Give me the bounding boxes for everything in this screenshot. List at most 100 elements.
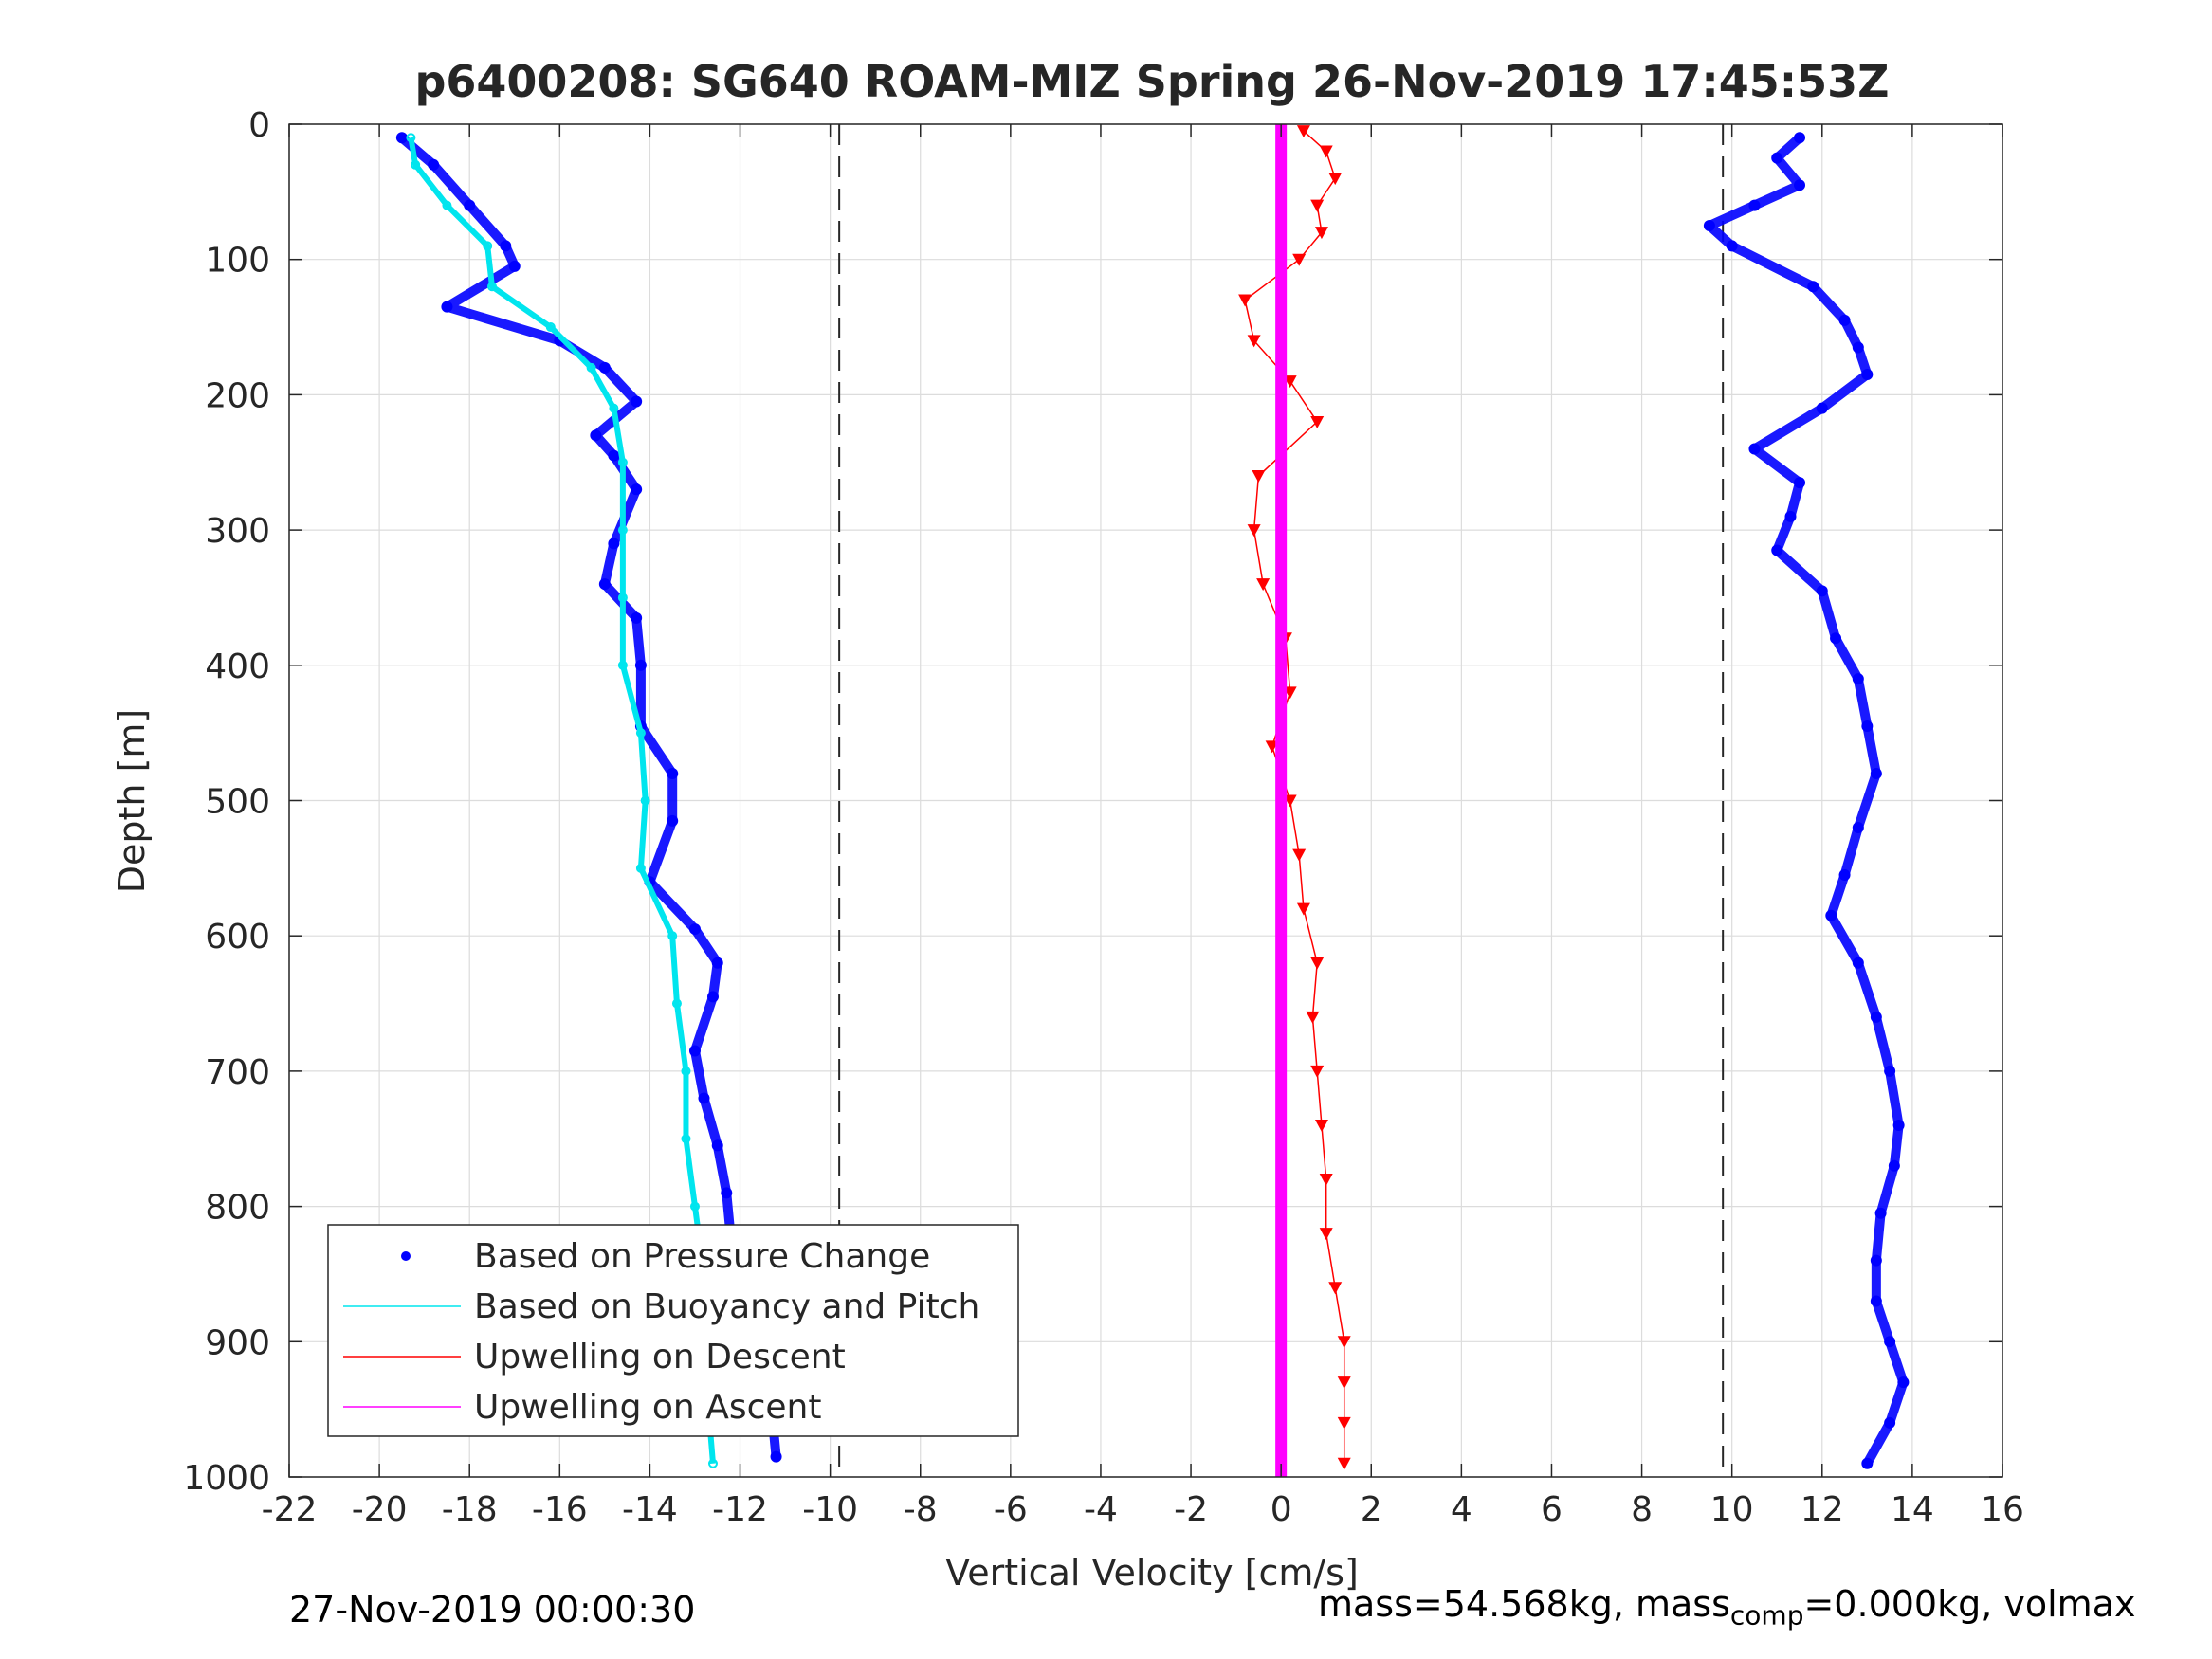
buoyancy-pitch-point bbox=[689, 1201, 700, 1212]
legend-box bbox=[327, 1224, 1019, 1437]
upwelling-descent-marker bbox=[1283, 794, 1297, 808]
pressure-change-point bbox=[1870, 767, 1882, 779]
legend-label: Based on Pressure Change bbox=[474, 1237, 930, 1276]
buoyancy-pitch-point bbox=[609, 403, 619, 413]
pressure-change-point bbox=[441, 301, 453, 313]
x-tick-label: -10 bbox=[802, 1490, 858, 1529]
pressure-change-point bbox=[1852, 957, 1864, 969]
buoyancy-pitch-point bbox=[635, 728, 646, 738]
buoyancy-pitch-line bbox=[408, 137, 716, 1464]
x-tick-label: -22 bbox=[262, 1490, 318, 1529]
pressure-change-point bbox=[1703, 220, 1715, 232]
x-axis-label: Vertical Velocity [cm/s] bbox=[945, 1552, 1359, 1594]
pressure-change-point bbox=[631, 611, 643, 624]
buoyancy-pitch-point bbox=[586, 362, 596, 373]
pressure-change-point bbox=[1794, 132, 1806, 144]
buoyancy-pitch-point bbox=[411, 159, 421, 170]
pressure-change-point bbox=[1794, 477, 1806, 489]
x-tick-label: 2 bbox=[1361, 1490, 1382, 1529]
y-tick-label: 700 bbox=[205, 1053, 270, 1092]
buoyancy-pitch-point bbox=[635, 863, 646, 873]
pressure-change-point bbox=[508, 260, 521, 272]
buoyancy-pitch-point bbox=[640, 795, 650, 806]
y-tick-label: 300 bbox=[205, 512, 270, 551]
pressure-change-point bbox=[1852, 673, 1864, 685]
legend: Based on Pressure Change Based on Buoyanc… bbox=[327, 1224, 1019, 1437]
x-tick-label: 0 bbox=[1271, 1490, 1292, 1529]
upwelling-descent-marker bbox=[1283, 375, 1297, 389]
y-tick-label: 600 bbox=[205, 918, 270, 957]
pressure-change-point bbox=[1884, 1065, 1896, 1077]
pressure-change-point bbox=[1870, 1011, 1882, 1023]
pressure-change-point bbox=[770, 1450, 782, 1463]
legend-label: Based on Buoyancy and Pitch bbox=[474, 1287, 979, 1326]
upwelling-descent-marker bbox=[1337, 1376, 1351, 1390]
pressure-change-point bbox=[1726, 240, 1738, 252]
x-tick-label: 16 bbox=[1981, 1490, 2024, 1529]
buoyancy-pitch-point bbox=[442, 200, 452, 210]
upwelling-descent-marker bbox=[1314, 1119, 1328, 1132]
pressure-change-point bbox=[667, 767, 679, 779]
buoyancy-pitch-point bbox=[617, 525, 628, 536]
x-tick-label: 12 bbox=[1801, 1490, 1844, 1529]
upwelling-descent-marker bbox=[1310, 199, 1325, 212]
upwelling-descent-marker bbox=[1306, 1011, 1320, 1024]
pressure-change-point bbox=[1874, 1207, 1887, 1219]
upwelling-descent-marker bbox=[1292, 848, 1307, 862]
chart-title: p6400208: SG640 ROAM-MIZ Spring 26-Nov-2… bbox=[414, 56, 1889, 107]
footer-mass-subscript: comp bbox=[1729, 1599, 1804, 1632]
pressure-change-point bbox=[688, 923, 701, 936]
upwelling-descent-marker bbox=[1328, 1282, 1343, 1295]
buoyancy-pitch-point bbox=[667, 931, 678, 941]
footer-timestamp: 27-Nov-2019 00:00:30 bbox=[289, 1589, 696, 1631]
pressure-change-point bbox=[598, 578, 611, 591]
pressure-change-point bbox=[1748, 199, 1761, 211]
y-tick-label: 100 bbox=[205, 242, 270, 281]
x-tick-label: -4 bbox=[1084, 1490, 1118, 1529]
x-tick-label: -16 bbox=[532, 1490, 588, 1529]
pressure-change-point bbox=[428, 158, 440, 171]
upwelling-descent-marker bbox=[1337, 1457, 1351, 1470]
upwelling-descent-marker bbox=[1310, 1065, 1325, 1078]
upwelling-descent-marker bbox=[1265, 740, 1279, 754]
footer-mass-info: mass=54.568kg, masscomp=0.000kg, volmax bbox=[1318, 1583, 2212, 1632]
pressure-change-point bbox=[1870, 1254, 1882, 1267]
pressure-change-point bbox=[464, 199, 476, 211]
pressure-change-point bbox=[1816, 402, 1828, 414]
pressure-change-point bbox=[1794, 179, 1806, 191]
x-tick-label: -2 bbox=[1174, 1490, 1208, 1529]
pressure-change-point bbox=[631, 483, 643, 496]
pressure-change-point bbox=[1784, 510, 1797, 522]
buoyancy-pitch-point bbox=[617, 457, 628, 467]
pressure-change-point bbox=[1884, 1336, 1896, 1348]
upwelling-descent-marker bbox=[1310, 415, 1325, 428]
y-tick-label: 900 bbox=[205, 1323, 270, 1362]
pressure-change-point bbox=[698, 1092, 710, 1104]
y-axis-label: Depth [m] bbox=[111, 709, 153, 894]
buoyancy-pitch-point bbox=[486, 282, 497, 292]
pressure-change-point bbox=[1838, 868, 1851, 881]
x-tick-label: 8 bbox=[1631, 1490, 1653, 1529]
y-tick-label: 400 bbox=[205, 647, 270, 686]
buoyancy-pitch-point bbox=[671, 998, 682, 1009]
y-tick-label: 200 bbox=[205, 376, 270, 415]
upwelling-descent-marker bbox=[1314, 227, 1328, 240]
pressure-change-point bbox=[706, 991, 719, 1003]
x-tick-label: -12 bbox=[712, 1490, 768, 1529]
pressure-change-point bbox=[1825, 909, 1837, 921]
pressure-change-point bbox=[1852, 822, 1864, 834]
x-tick-label: 14 bbox=[1891, 1490, 1934, 1529]
upwelling-descent-marker bbox=[1292, 253, 1307, 266]
x-tick-label: -20 bbox=[352, 1490, 408, 1529]
upwelling-descent-marker bbox=[1247, 524, 1261, 538]
buoyancy-pitch-point bbox=[545, 322, 556, 333]
pressure-change-point bbox=[1861, 1457, 1874, 1469]
pressure-change-point bbox=[1870, 1295, 1882, 1307]
buoyancy-pitch-point bbox=[681, 1134, 691, 1144]
buoyancy-pitch-point bbox=[483, 241, 493, 251]
pressure-change-point bbox=[1816, 585, 1828, 597]
legend-marker bbox=[401, 1251, 411, 1261]
pressure-change-point bbox=[590, 429, 602, 442]
pressure-change-point bbox=[688, 1045, 701, 1057]
upwelling-descent-marker bbox=[1319, 1228, 1333, 1241]
